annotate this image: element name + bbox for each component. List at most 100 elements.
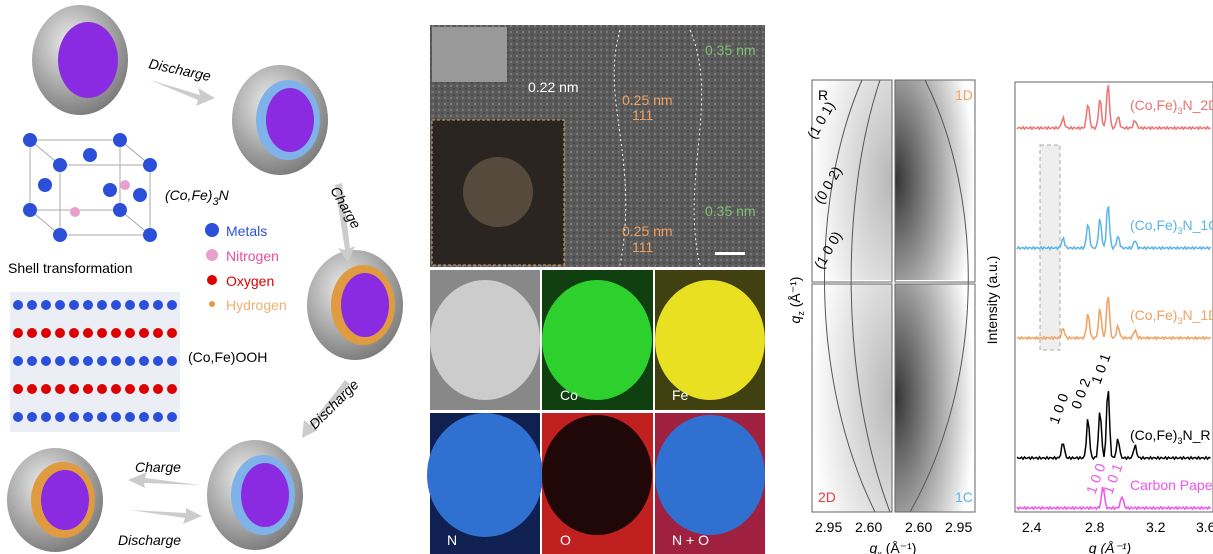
trace-label: (Co,Fe)3N_1C: [1130, 217, 1213, 236]
atom: [111, 412, 121, 422]
xrd-trace: [1016, 206, 1212, 251]
label-part: N_R: [1182, 427, 1210, 443]
quadrant-label: R: [818, 87, 828, 103]
atom: [153, 384, 163, 394]
atom: [69, 356, 79, 366]
map-label: N + O: [672, 532, 709, 548]
atom: [97, 384, 107, 394]
atom: [69, 328, 79, 338]
atom: [111, 356, 121, 366]
inset-sem: [432, 27, 507, 82]
atom: [97, 356, 107, 366]
label-part: N_1C: [1182, 217, 1213, 233]
label-subscript: 3: [1177, 316, 1182, 326]
quadrant-label: 2D: [818, 489, 836, 505]
legend-label: Hydrogen: [226, 297, 287, 313]
peak-label: 1 0 1: [1088, 351, 1114, 386]
map-label: Fe: [672, 387, 689, 403]
x-tick-label: 2.4: [1022, 519, 1042, 535]
label-part: N_1D: [1182, 307, 1213, 323]
atom: [97, 300, 107, 310]
particle: [207, 440, 303, 550]
spacing-label: 0.25 nm: [622, 92, 673, 108]
particle: [232, 65, 328, 175]
label-part: (Å⁻¹): [882, 540, 917, 554]
atom: [111, 328, 121, 338]
xrd-trace: [1016, 390, 1211, 461]
atom: [97, 412, 107, 422]
step-label: Charge: [135, 459, 181, 475]
legend: Metals Nitrogen Oxygen Hydrogen: [205, 223, 287, 313]
atom: [41, 328, 51, 338]
atom: [167, 300, 177, 310]
co-map: [542, 280, 652, 400]
label-subscript: 3: [1177, 436, 1182, 446]
schematic-panel: Discharge Charge Discharge Charge Discha…: [7, 5, 403, 552]
atom: [167, 356, 177, 366]
shell-transformation: Shell transformation: [8, 260, 133, 276]
atom: [13, 300, 23, 310]
atom: [55, 356, 65, 366]
atom: [153, 328, 163, 338]
oxyhydroxide-label: (Co,Fe)OOH: [188, 349, 267, 365]
atom: [83, 300, 93, 310]
overlay-map: [655, 415, 765, 535]
crystal-structure: [23, 133, 157, 242]
quadrant-label: 1D: [955, 87, 973, 103]
atom: [167, 328, 177, 338]
fe-map: [655, 280, 765, 400]
x-tick-label: 3.2: [1146, 519, 1166, 535]
x-tick-label: 2.60: [905, 519, 932, 535]
label-subscript: 3: [1177, 106, 1182, 116]
label-subscript: z: [796, 311, 806, 316]
atom: [69, 300, 79, 310]
atom: [13, 328, 23, 338]
particle: [32, 5, 128, 115]
plane-label: 111: [632, 107, 653, 123]
legend-label: Metals: [226, 223, 267, 239]
atom: [83, 384, 93, 394]
atom: [27, 384, 37, 394]
xrd-trace: [1016, 486, 1212, 511]
atom: [125, 300, 135, 310]
x-tick-label: 2.60: [855, 519, 882, 535]
label-part: (Co,Fe): [1130, 97, 1177, 113]
atom: [139, 384, 149, 394]
atom: [83, 412, 93, 422]
atom: [167, 412, 177, 422]
atom: [139, 300, 149, 310]
atom: [55, 328, 65, 338]
atom: [153, 356, 163, 366]
particle: [7, 448, 103, 552]
peak-label: 1 0 0: [1046, 391, 1072, 426]
trace-label: Carbon Paper: [1130, 477, 1213, 493]
legend-label: Oxygen: [226, 273, 274, 289]
atom: [69, 412, 79, 422]
atom: [55, 412, 65, 422]
atom: [55, 384, 65, 394]
o-map: [542, 415, 652, 535]
atom: [111, 300, 121, 310]
label-part: Carbon Paper: [1130, 477, 1213, 493]
atom: [41, 356, 51, 366]
label-part: N_2D: [1182, 97, 1213, 113]
spacing-label: 0.22 nm: [528, 79, 579, 95]
quadrant-label: 1C: [955, 489, 973, 505]
label-subscript: 3: [1177, 226, 1182, 236]
trace-label: (Co,Fe)3N_2D: [1130, 97, 1213, 116]
waxs-panel: R 1D 2D 1C (1 0 1) (0 0 2) (1 0 0) qz (Å…: [787, 79, 976, 554]
atom: [41, 384, 51, 394]
atom: [97, 328, 107, 338]
plane-label: 111: [632, 239, 653, 255]
atom: [13, 384, 23, 394]
x-tick-label: 2.95: [815, 519, 842, 535]
step-label: Discharge: [147, 55, 212, 84]
spacing-label: 0.25 nm: [622, 223, 673, 239]
legend-label: Nitrogen: [226, 248, 279, 264]
y-axis-label: qz (Å⁻¹): [787, 277, 806, 324]
atom: [27, 412, 37, 422]
atom: [139, 412, 149, 422]
label-part: (Co,Fe): [1130, 217, 1177, 233]
x-tick-label: 3.6: [1196, 519, 1213, 535]
